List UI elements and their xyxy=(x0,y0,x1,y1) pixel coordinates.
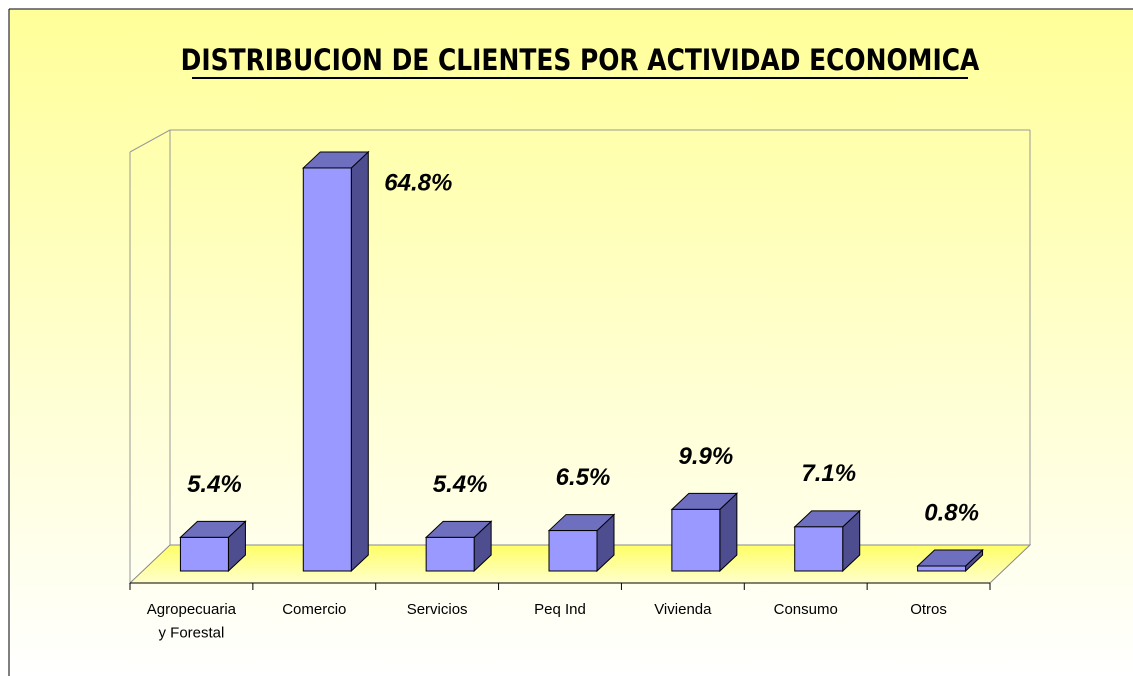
value-label: 5.4% xyxy=(187,471,242,498)
x-tick-label: Vivienda xyxy=(654,601,712,618)
bar xyxy=(916,548,984,573)
x-tick-label: Peq Ind xyxy=(534,601,586,618)
x-tick-label: Otros xyxy=(910,601,947,618)
x-tick-label: Consumo xyxy=(774,601,838,618)
value-label: 5.4% xyxy=(433,471,488,498)
bar xyxy=(179,520,247,573)
chart-title: DISTRIBUCION DE CLIENTES POR ACTIVIDAD E… xyxy=(181,44,980,77)
bar-front xyxy=(917,565,967,572)
x-tick-label: Comercio xyxy=(282,601,346,618)
bar-front xyxy=(302,167,352,572)
bar xyxy=(793,509,861,573)
bar-front xyxy=(425,536,475,572)
value-label: 9.9% xyxy=(679,443,734,470)
bar-front xyxy=(794,526,844,572)
bar xyxy=(424,520,493,573)
value-label: 64.8% xyxy=(384,169,452,196)
bar xyxy=(670,492,739,573)
value-label: 0.8% xyxy=(924,499,979,526)
bar-side xyxy=(350,150,369,573)
bar-front xyxy=(179,536,229,572)
bar-front xyxy=(548,530,598,572)
x-tick-label: Servicios xyxy=(407,601,468,618)
value-label: 7.1% xyxy=(801,460,856,487)
bar-front xyxy=(671,508,721,572)
value-label: 6.5% xyxy=(556,464,611,491)
x-tick-label: Agropecuaria y Forestal xyxy=(147,601,237,641)
side-wall xyxy=(129,129,171,153)
bar xyxy=(547,513,616,573)
bar xyxy=(302,150,370,573)
